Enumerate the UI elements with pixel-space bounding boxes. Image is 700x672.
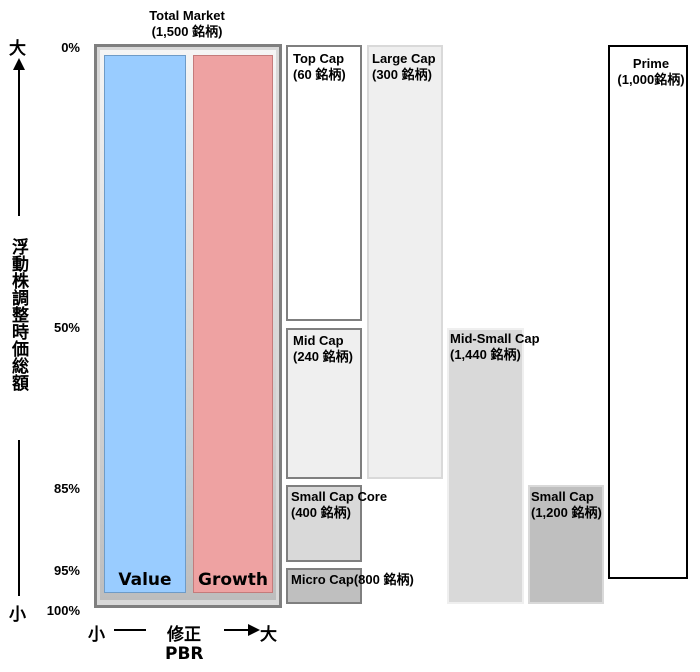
value-label: Value [118, 570, 172, 590]
total-market-title-line1: Total Market [149, 8, 225, 23]
tick-0: 0% [61, 40, 80, 55]
growth-label: Growth [198, 570, 268, 590]
mid-small-cap-count: (1,440 銘柄) [450, 347, 521, 362]
large-cap-box: Large Cap (300 銘柄) [367, 45, 443, 479]
top-cap-label: Top Cap [293, 51, 345, 66]
tick-50: 50% [53, 320, 80, 335]
y-axis-top-label: 大 [9, 39, 26, 59]
x-axis-left-line [114, 629, 146, 631]
prime-label: Prime [632, 56, 670, 71]
growth-column: Growth [193, 55, 273, 593]
value-column: Value [104, 55, 186, 593]
prime-box [608, 45, 688, 579]
small-cap-core-count: (400 銘柄) [291, 505, 351, 520]
mid-cap-box: Mid Cap (240 銘柄) [286, 328, 362, 479]
top-cap-box: Top Cap (60 銘柄) [286, 45, 362, 321]
y-axis-label: 浮動株調整時価総額 [8, 238, 28, 391]
y-axis-up-arrow [13, 58, 25, 216]
small-cap-core-box [286, 485, 362, 562]
mid-cap-count: (240 銘柄) [293, 349, 353, 364]
x-axis-right-label: 大 [260, 625, 277, 645]
large-cap-count: (300 銘柄) [372, 67, 432, 82]
y-axis-lower-line [18, 440, 20, 596]
y-axis-bottom-label: 小 [9, 605, 26, 625]
small-cap-count: (1,200 銘柄) [531, 505, 602, 520]
tick-100: 100% [46, 603, 80, 618]
tick-95: 95% [53, 563, 80, 578]
x-axis-label-line2: PBR [165, 644, 204, 664]
x-axis-left-label: 小 [88, 625, 105, 645]
small-cap-label: Small Cap [531, 489, 594, 504]
total-market-title: Total Market (1,500 銘柄) [120, 8, 254, 40]
tick-85: 85% [53, 481, 80, 496]
small-cap-box [528, 485, 604, 604]
top-cap-count: (60 銘柄) [293, 67, 346, 82]
x-axis-right-arrow [224, 624, 260, 636]
mid-cap-label: Mid Cap [293, 333, 344, 348]
mid-small-cap-label: Mid-Small Cap [450, 331, 540, 346]
mid-small-cap-box [447, 328, 524, 604]
prime-count: (1,000銘柄) [617, 72, 685, 87]
x-axis-label-line1: 修正 [167, 625, 201, 645]
total-market-title-line2: (1,500 銘柄) [151, 24, 223, 39]
large-cap-label: Large Cap [372, 51, 436, 66]
small-cap-core-label: Small Cap Core [291, 489, 388, 504]
micro-cap-label: Micro Cap(800 銘柄) [291, 572, 414, 587]
micro-cap-box [286, 568, 362, 604]
